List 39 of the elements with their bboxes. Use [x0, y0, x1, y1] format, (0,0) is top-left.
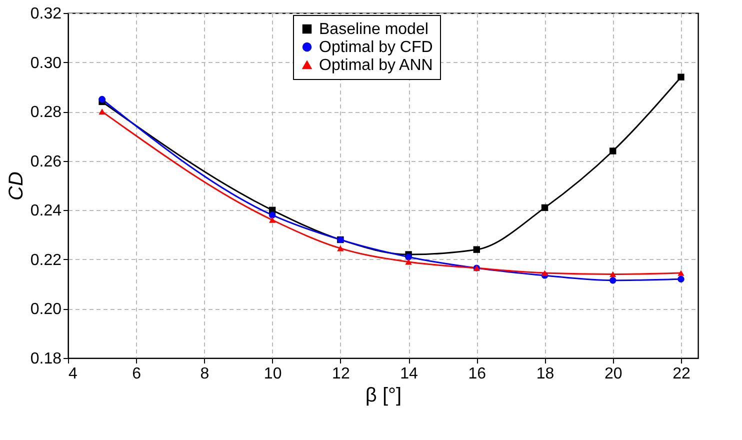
x-axis-title: β [°] — [365, 384, 402, 406]
x-tick-label: 18 — [536, 366, 554, 382]
point — [541, 270, 548, 276]
point — [610, 271, 616, 278]
x-tick-label: 4 — [68, 366, 78, 382]
point — [610, 148, 616, 154]
y-tick-label: 0.26 — [30, 153, 62, 170]
point — [98, 96, 106, 103]
x-tick-label: 8 — [200, 366, 210, 382]
x-tick-label: 12 — [332, 366, 350, 382]
y-tick-label: 0.22 — [30, 252, 62, 269]
legend-label: Optimal by ANN — [319, 57, 433, 74]
legend-label: Baseline model — [319, 21, 428, 38]
point — [541, 204, 548, 212]
y-tick-label: 0.18 — [30, 350, 62, 368]
y-tick-label: 0.20 — [30, 301, 62, 318]
point — [678, 270, 684, 276]
x-tick-label: 22 — [672, 366, 690, 382]
point — [473, 246, 480, 253]
y-tick-label: 0.32 — [30, 6, 62, 22]
x-tick-label: 16 — [468, 366, 486, 382]
x-tick-label: 20 — [604, 366, 622, 382]
point — [678, 74, 684, 80]
point — [268, 212, 276, 218]
x-tick-label: 10 — [264, 366, 282, 382]
y-tick-label: 0.30 — [30, 54, 62, 72]
point — [610, 277, 616, 284]
y-axis-title: CD — [5, 172, 28, 200]
point — [98, 108, 106, 114]
point — [268, 217, 276, 223]
legend-label: Optimal by CFD — [319, 39, 433, 56]
x-tick-label: 14 — [400, 366, 418, 382]
point — [337, 245, 344, 252]
x-tick-label: 6 — [132, 366, 142, 382]
point — [678, 276, 684, 282]
point — [405, 258, 412, 265]
y-tick-label: 0.28 — [30, 104, 62, 122]
point — [405, 254, 412, 260]
y-tick-label: 0.24 — [30, 202, 62, 220]
